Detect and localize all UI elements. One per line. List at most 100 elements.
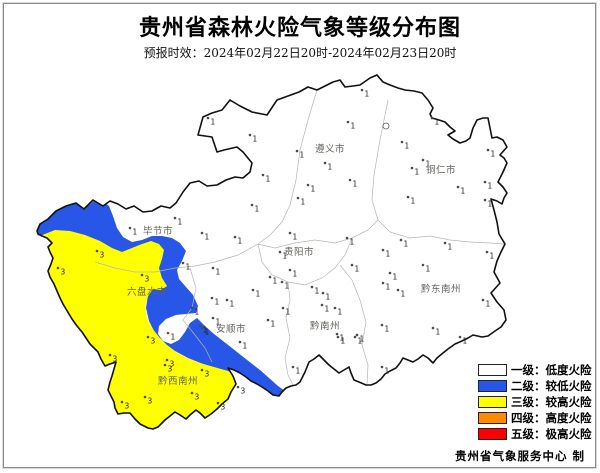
station-marker: 1 xyxy=(278,250,288,261)
station-marker: 3 xyxy=(146,335,156,346)
station-value: 1 xyxy=(203,326,208,335)
city-label: 毕节市 xyxy=(143,225,173,237)
station-dot xyxy=(430,116,434,120)
station-marker: 1 xyxy=(430,116,440,127)
station-value: 3 xyxy=(145,275,150,284)
station-marker: 1 xyxy=(380,323,390,334)
station-marker: 1 xyxy=(281,306,291,317)
station-value: 1 xyxy=(385,367,390,376)
station-dot xyxy=(323,161,327,165)
station-value: 1 xyxy=(328,163,333,172)
station-marker: 1 xyxy=(396,288,406,299)
city-label: 安顺市 xyxy=(216,323,246,335)
station-marker: 1 xyxy=(335,332,345,343)
station-marker: 1 xyxy=(320,303,330,314)
city-label: 贵阳市 xyxy=(284,246,314,258)
station-dot xyxy=(108,353,112,357)
station-value: 1 xyxy=(365,90,370,99)
station-value: 1 xyxy=(266,175,271,184)
station-marker: 1 xyxy=(406,195,416,206)
station-value: 1 xyxy=(491,150,496,159)
station-marker: 3 xyxy=(95,249,105,260)
station-dot-special xyxy=(166,331,170,335)
legend: 一级：低度火险 二级：较低火险 三级：较高火险 四级：高度火险 五级：极高火险 xyxy=(478,363,592,444)
station-dot xyxy=(295,149,299,153)
station-dot xyxy=(399,238,403,242)
station-value: 3 xyxy=(61,268,66,277)
station-dot xyxy=(248,133,252,137)
station-value: 1 xyxy=(325,305,330,314)
station-value: 1 xyxy=(404,240,409,249)
station-dot xyxy=(216,401,220,405)
station-dot xyxy=(280,280,284,284)
legend-swatch xyxy=(478,380,507,392)
station-dot xyxy=(381,248,385,252)
legend-swatch xyxy=(478,364,507,376)
station-dot xyxy=(431,326,435,330)
prefecture-boundary xyxy=(257,237,353,286)
station-marker: 1 xyxy=(348,178,358,189)
station-dot xyxy=(320,303,324,307)
station-marker: 1 xyxy=(360,88,370,99)
station-marker: 1 xyxy=(288,268,298,279)
station-dot xyxy=(288,231,292,235)
legend-swatch xyxy=(478,428,507,440)
station-dot xyxy=(443,241,447,245)
station-marker: 1 xyxy=(181,261,191,272)
station-marker: 1 xyxy=(381,281,391,292)
station-dot xyxy=(380,323,384,327)
station-dot xyxy=(396,288,400,292)
station-value: 1 xyxy=(133,228,138,237)
station-marker: 3 xyxy=(200,368,210,379)
station-value: 3 xyxy=(148,397,153,406)
legend-item: 四级：高度火险 xyxy=(478,411,592,425)
station-marker: 1 xyxy=(190,306,200,317)
station-value: 1 xyxy=(296,367,301,376)
station-marker: 1 xyxy=(251,288,261,299)
station-dot xyxy=(458,335,462,339)
station-marker: 1 xyxy=(268,275,278,286)
station-dot xyxy=(128,226,132,230)
station-dot xyxy=(165,358,169,362)
station-value: 1 xyxy=(353,180,358,189)
station-dot xyxy=(261,173,265,177)
station-value: 1 xyxy=(415,168,420,177)
station-marker: 3 xyxy=(56,266,66,277)
station-marker: 1 xyxy=(353,335,363,346)
legend-item: 一级：低度火险 xyxy=(478,363,592,377)
station-marker: 1 xyxy=(421,158,431,169)
station-dot xyxy=(421,263,425,267)
station-dot xyxy=(310,285,314,289)
station-value: 3 xyxy=(205,370,210,379)
station-dot xyxy=(350,263,354,267)
station-marker: 3 xyxy=(140,273,150,284)
station-dot xyxy=(200,368,204,372)
station-dot xyxy=(281,306,285,310)
station-marker: 1 xyxy=(399,238,409,249)
station-marker: 1 xyxy=(173,216,183,227)
station-dot xyxy=(483,198,487,202)
station-value: 1 xyxy=(350,238,355,247)
station-dot xyxy=(163,363,167,367)
station-marker: 1 xyxy=(381,248,391,259)
station-dot xyxy=(486,148,490,152)
station-value: 1 xyxy=(386,283,391,292)
station-marker: 1 xyxy=(210,296,220,307)
station-dot xyxy=(181,261,185,265)
station-dot xyxy=(146,335,150,339)
station-dot xyxy=(345,236,349,240)
city-label: 铜仁市 xyxy=(426,164,456,176)
prefecture-boundary xyxy=(257,219,379,249)
station-value: 1 xyxy=(448,243,453,252)
prefecture-boundary xyxy=(94,243,259,273)
station-value: 1 xyxy=(436,328,441,337)
station-dot xyxy=(236,385,240,389)
station-marker: 1 xyxy=(238,340,248,351)
station-dot xyxy=(348,178,352,182)
station-value: 1 xyxy=(283,252,288,261)
station-marker: 1 xyxy=(333,306,343,317)
station-value: 1 xyxy=(215,298,220,307)
city-label: 黔南州 xyxy=(310,320,340,332)
station-dot xyxy=(200,326,204,330)
